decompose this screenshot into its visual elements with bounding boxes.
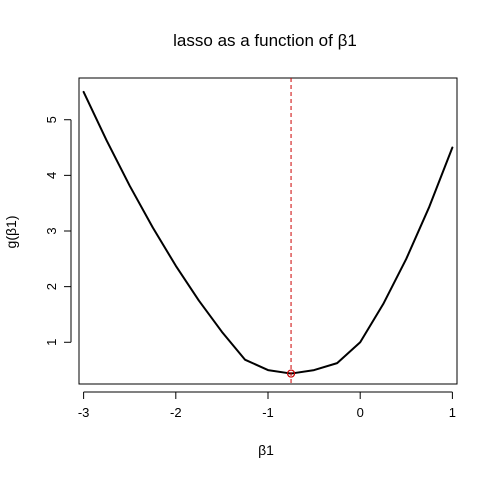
y-tick-label: 4: [44, 172, 59, 179]
series-line: [82, 90, 454, 375]
x-tick-label: -3: [78, 405, 90, 420]
y-tick-label: 5: [44, 116, 59, 123]
y-tick-label: 3: [44, 227, 59, 234]
x-tick-label: 1: [449, 405, 456, 420]
y-axis-label: g(β1): [3, 216, 19, 249]
chart-marks: [82, 78, 454, 384]
y-axis: 1 2 3 4 5: [44, 116, 72, 346]
y-tick-label: 1: [44, 339, 59, 346]
plot-frame: [78, 77, 458, 385]
x-tick-label: -1: [262, 405, 274, 420]
chart-title: lasso as a function of β1: [173, 31, 357, 50]
y-tick-label: 2: [44, 283, 59, 290]
x-tick-label: -2: [170, 405, 182, 420]
x-axis: -3 -2 -1 0 1: [78, 391, 456, 420]
minimum-point: [286, 369, 296, 378]
x-tick-label: 0: [357, 405, 364, 420]
x-axis-label: β1: [258, 442, 274, 458]
